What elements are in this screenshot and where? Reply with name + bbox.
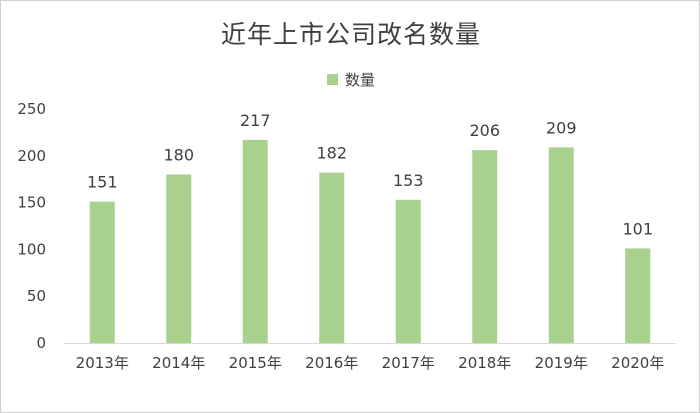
legend-swatch [326, 74, 338, 85]
x-tick-label-2020年: 2020年 [611, 354, 664, 372]
bar-2017年 [395, 199, 421, 343]
data-label-2014年: 180 [163, 146, 194, 165]
data-label-2017年: 153 [393, 171, 424, 190]
x-tick-label-2016年: 2016年 [305, 354, 358, 372]
bar-2013年 [89, 201, 115, 343]
x-tick-label-2014年: 2014年 [152, 354, 205, 372]
y-tick-label-1: 50 [27, 287, 46, 305]
bar-2015年 [242, 139, 268, 343]
y-tick-label-5: 250 [17, 100, 46, 118]
x-tick-label-2019年: 2019年 [535, 354, 588, 372]
y-tick-label-3: 150 [17, 194, 46, 212]
bar-2018年 [472, 150, 498, 343]
chart-title: 近年上市公司改名数量 [220, 20, 481, 49]
bar-2019年 [548, 147, 574, 343]
bar-2016年 [319, 172, 345, 343]
x-tick-label-2013年: 2013年 [76, 354, 129, 372]
bar-2014年 [166, 174, 192, 343]
legend-label: 数量 [344, 71, 375, 89]
y-tick-label-2: 100 [17, 240, 46, 258]
data-label-2013年: 151 [87, 173, 118, 192]
data-label-2015年: 217 [240, 111, 271, 130]
y-tick-label-4: 200 [17, 147, 46, 165]
data-label-2020年: 101 [622, 219, 653, 238]
data-label-2016年: 182 [316, 144, 347, 163]
x-tick-label-2018年: 2018年 [458, 354, 511, 372]
data-label-2018年: 206 [469, 121, 500, 140]
x-tick-label-2017年: 2017年 [382, 354, 435, 372]
y-tick-label-0: 0 [36, 334, 46, 352]
bar-2020年 [625, 248, 651, 343]
chart-legend: 数量 [1, 69, 700, 90]
data-label-2019年: 209 [546, 118, 577, 137]
x-tick-label-2015年: 2015年 [229, 354, 282, 372]
